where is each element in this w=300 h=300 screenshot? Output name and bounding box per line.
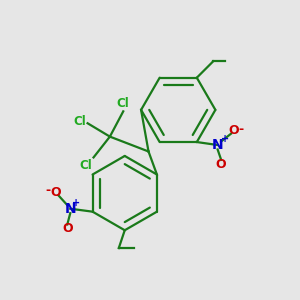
Text: N: N [64,202,76,216]
Text: O: O [229,124,239,137]
Text: +: + [72,198,80,208]
Text: Cl: Cl [117,97,130,110]
Text: O: O [62,222,73,236]
Text: +: + [221,134,229,144]
Text: Cl: Cl [73,115,86,128]
Text: -: - [45,184,50,197]
Text: Cl: Cl [79,159,92,172]
Text: O: O [216,158,226,171]
Text: -: - [239,123,244,136]
Text: N: N [212,138,224,152]
Text: O: O [50,186,61,199]
